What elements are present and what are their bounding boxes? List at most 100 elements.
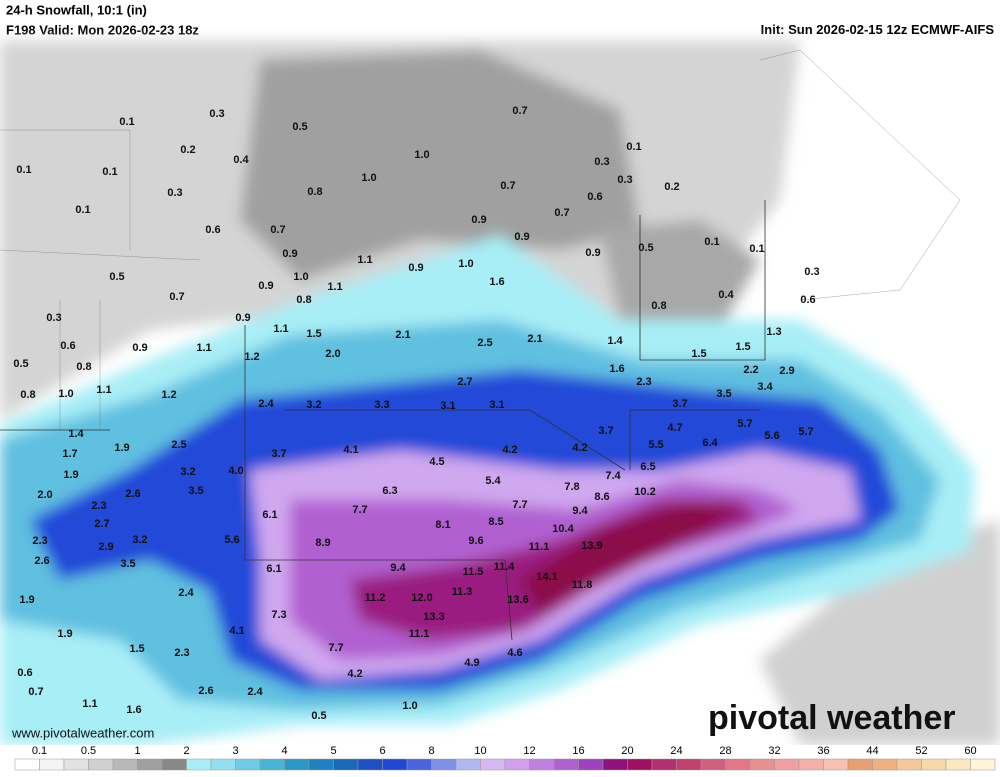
colorbar-label: 28 <box>719 745 731 757</box>
snow-amount-label: 0.8 <box>20 389 35 401</box>
snow-amount-label: 0.4 <box>718 289 734 301</box>
snow-amount-label: 2.0 <box>37 489 52 501</box>
colorbar-label: 32 <box>768 745 780 757</box>
snow-amount-label: 4.2 <box>502 444 517 456</box>
colorbar-label: 1 <box>134 745 140 757</box>
snow-amount-label: 2.5 <box>477 337 492 349</box>
colorbar-label: 36 <box>817 745 829 757</box>
snow-amount-label: 0.9 <box>408 262 423 274</box>
snow-amount-label: 0.3 <box>617 174 632 186</box>
colorbar-swatch <box>553 758 579 771</box>
snow-amount-label: 1.1 <box>82 698 97 710</box>
snow-amount-label: 1.1 <box>273 323 288 335</box>
colorbar-swatch <box>235 758 261 771</box>
snow-amount-label: 13.9 <box>581 540 602 552</box>
snow-amount-label: 2.3 <box>91 500 106 512</box>
snow-amount-label: 10.4 <box>552 523 574 535</box>
colorbar-swatch <box>627 758 653 771</box>
snow-amount-label: 7.7 <box>512 499 527 511</box>
colorbar-swatch <box>823 758 849 771</box>
snow-amount-label: 5.5 <box>648 439 663 451</box>
snow-amount-label: 0.1 <box>749 243 764 255</box>
snow-amount-label: 6.1 <box>266 563 281 575</box>
colorbar-label: 24 <box>670 745 682 757</box>
snow-amount-label: 9.4 <box>390 562 406 574</box>
colorbar-label: 12 <box>523 745 535 757</box>
colorbar-swatch <box>602 758 628 771</box>
colorbar-swatch <box>700 758 726 771</box>
snow-amount-label: 5.7 <box>737 418 752 430</box>
snow-amount-label: 3.7 <box>672 398 687 410</box>
colorbar-swatch <box>161 758 187 771</box>
snow-amount-label: 1.6 <box>609 363 624 375</box>
snow-amount-label: 11.2 <box>365 592 386 604</box>
snow-amount-label: 0.3 <box>209 108 224 120</box>
snow-amount-label: 1.1 <box>357 254 372 266</box>
snow-amount-label: 11.3 <box>452 586 473 598</box>
colorbar-swatch <box>137 758 163 771</box>
colorbar-label: 6 <box>379 745 385 757</box>
snow-amount-label: 2.2 <box>743 364 758 376</box>
snow-amount-label: 0.2 <box>180 144 195 156</box>
snow-amount-label: 7.8 <box>564 481 579 493</box>
snow-amount-label: 0.5 <box>13 358 28 370</box>
colorbar-label: 52 <box>915 745 927 757</box>
snow-amount-label: 10.2 <box>634 486 655 498</box>
snow-amount-label: 0.1 <box>16 164 31 176</box>
snow-amount-label: 0.9 <box>132 342 147 354</box>
colorbar-swatch <box>431 758 457 771</box>
snow-amount-label: 3.1 <box>440 400 455 412</box>
snow-amount-label: 2.6 <box>34 555 49 567</box>
snow-amount-label: 1.9 <box>19 594 34 606</box>
colorbar-label: 4 <box>281 745 287 757</box>
snow-amount-label: 5.4 <box>485 475 501 487</box>
colorbar-swatch <box>284 758 310 771</box>
snow-amount-label: 1.9 <box>114 442 129 454</box>
snow-amount-label: 2.9 <box>98 541 113 553</box>
colorbar-swatch <box>39 758 65 771</box>
snow-amount-label: 3.1 <box>489 399 504 411</box>
colorbar-swatch <box>333 758 359 771</box>
snow-amount-label: 4.2 <box>572 442 587 454</box>
snow-amount-label: 2.7 <box>457 376 472 388</box>
snow-amount-label: 0.8 <box>307 186 322 198</box>
snow-amount-label: 3.2 <box>132 534 147 546</box>
colorbar-swatch <box>945 758 971 771</box>
snow-amount-label: 2.3 <box>32 535 47 547</box>
snow-amount-label: 0.9 <box>471 214 486 226</box>
snow-amount-label: 0.3 <box>804 266 819 278</box>
colorbar-swatch <box>970 758 996 771</box>
colorbar-swatch <box>921 758 947 771</box>
snow-amount-label: 0.1 <box>626 141 641 153</box>
snow-amount-label: 0.9 <box>235 312 250 324</box>
snow-amount-label: 0.9 <box>585 247 600 259</box>
snow-amount-label: 0.3 <box>46 312 61 324</box>
snow-amount-label: 1.2 <box>244 351 259 363</box>
snow-amount-label: 1.6 <box>126 704 141 716</box>
snow-amount-label: 13.6 <box>507 594 528 606</box>
snow-amount-label: 0.2 <box>664 181 679 193</box>
colorbar-label: 16 <box>572 745 584 757</box>
snow-amount-label: 4.0 <box>228 465 243 477</box>
colorbar-swatch <box>725 758 751 771</box>
colorbar-swatch <box>88 758 114 771</box>
snow-amount-label: 11.8 <box>572 579 593 591</box>
colorbar-swatch <box>357 758 383 771</box>
snow-amount-label: 0.7 <box>28 686 43 698</box>
snow-amount-label: 7.7 <box>328 642 343 654</box>
snow-amount-label: 0.1 <box>704 236 719 248</box>
snow-amount-label: 3.5 <box>188 485 203 497</box>
snow-amount-label: 1.1 <box>96 384 111 396</box>
snow-amount-label: 8.5 <box>488 516 503 528</box>
snow-amount-label: 0.4 <box>233 154 249 166</box>
colorbar-swatch <box>210 758 236 771</box>
colorbar-label: 20 <box>621 745 633 757</box>
snow-amount-label: 1.1 <box>196 342 211 354</box>
snow-amount-label: 5.6 <box>764 430 779 442</box>
snow-amount-label: 0.5 <box>109 271 124 283</box>
snow-amount-label: 1.2 <box>161 389 176 401</box>
snow-amount-label: 9.6 <box>468 535 483 547</box>
snow-amount-label: 7.3 <box>271 609 286 621</box>
snow-amount-label: 2.3 <box>636 376 651 388</box>
